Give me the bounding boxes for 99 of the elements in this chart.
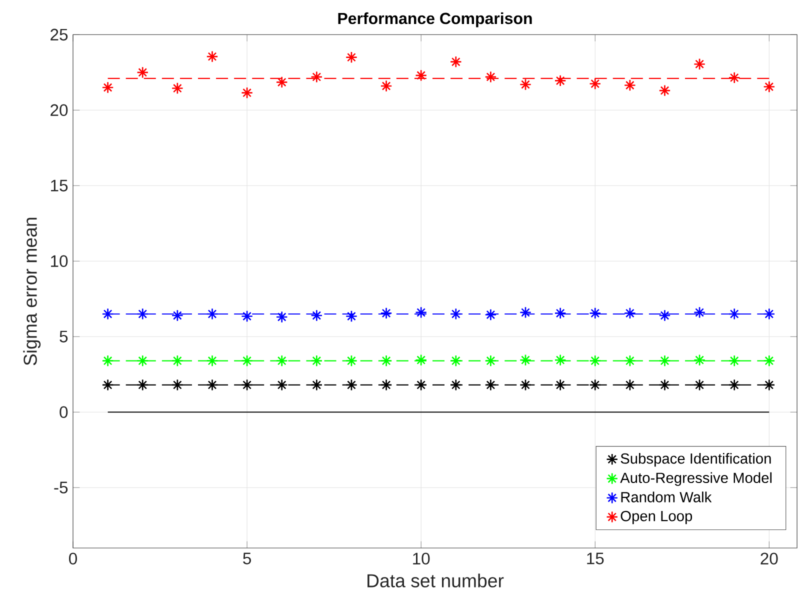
point [763, 80, 776, 93]
x-tick-label: 5 [243, 552, 251, 564]
point [694, 306, 706, 318]
point [345, 378, 358, 391]
point [554, 74, 566, 87]
y-tick-label: 5 [60, 330, 68, 342]
legend-label: Subspace Identification [620, 452, 771, 467]
point [415, 69, 428, 82]
legend-label: Random Walk [621, 492, 712, 502]
point [450, 308, 462, 320]
point [554, 354, 566, 366]
legend-label: Open Loop [620, 510, 692, 524]
point [484, 354, 497, 367]
point [520, 354, 532, 366]
point [136, 66, 149, 78]
point [380, 307, 392, 320]
point [380, 354, 392, 367]
point [276, 378, 288, 391]
point [276, 310, 288, 324]
point [241, 310, 254, 322]
point [276, 76, 288, 88]
point [520, 306, 532, 318]
point [380, 378, 392, 391]
x-tick-label: 10 [413, 552, 430, 565]
point [206, 308, 218, 320]
point [520, 378, 532, 391]
point [345, 310, 358, 322]
point [658, 354, 671, 367]
point [589, 307, 602, 320]
point [102, 378, 114, 391]
point [728, 378, 740, 391]
point [102, 82, 114, 94]
point [102, 354, 114, 367]
point [171, 309, 184, 322]
point [624, 354, 636, 367]
point [345, 51, 358, 64]
point [624, 307, 636, 320]
point [345, 354, 358, 367]
y-tick-label: 0 [60, 406, 68, 418]
point [310, 309, 323, 322]
point [624, 378, 636, 391]
point [136, 378, 149, 391]
point [624, 79, 636, 92]
point [728, 308, 740, 320]
point [658, 309, 671, 322]
point [484, 70, 497, 83]
point [171, 378, 184, 391]
x-tick-label: 20 [760, 552, 778, 565]
point [450, 378, 462, 391]
point [415, 378, 428, 391]
point [763, 354, 776, 367]
point [136, 354, 149, 367]
point [728, 72, 740, 84]
point [206, 50, 218, 63]
point [136, 308, 149, 320]
point [206, 354, 218, 367]
point [763, 378, 776, 391]
point [310, 378, 323, 391]
point [241, 378, 254, 391]
x-tick-label: 0 [69, 552, 77, 565]
point [450, 354, 462, 367]
chart-title: Performance Comparison [338, 12, 532, 28]
y-tick-label: 25 [50, 28, 68, 41]
x-axis-title: Data set number [368, 574, 504, 588]
point [415, 354, 428, 366]
point [484, 308, 497, 321]
point [241, 354, 254, 367]
point [763, 308, 776, 320]
y-axis-title: Sigma error mean [23, 218, 41, 366]
point [380, 80, 392, 92]
point [589, 78, 602, 90]
point [241, 86, 254, 99]
point [554, 307, 566, 320]
y-tick-label: -5 [54, 482, 68, 494]
point [728, 354, 740, 367]
y-tick-label: 10 [51, 255, 68, 268]
point [171, 354, 184, 367]
point [276, 354, 288, 367]
point [171, 82, 184, 94]
point [589, 378, 602, 391]
point [554, 378, 566, 391]
point [310, 354, 323, 367]
point [206, 378, 218, 391]
y-tick-label: 20 [50, 104, 68, 116]
point [694, 354, 706, 366]
point [450, 56, 462, 68]
point [658, 378, 671, 391]
point [589, 354, 602, 367]
x-tick-label: 15 [587, 552, 604, 564]
legend-label: Auto-Regressive Model [620, 472, 772, 486]
point [658, 84, 671, 97]
point [484, 378, 497, 391]
point [520, 78, 532, 90]
point [694, 58, 706, 70]
point [102, 308, 114, 320]
point [310, 70, 323, 83]
point [415, 306, 428, 318]
y-tick-label: 15 [51, 180, 68, 192]
point [694, 378, 706, 391]
